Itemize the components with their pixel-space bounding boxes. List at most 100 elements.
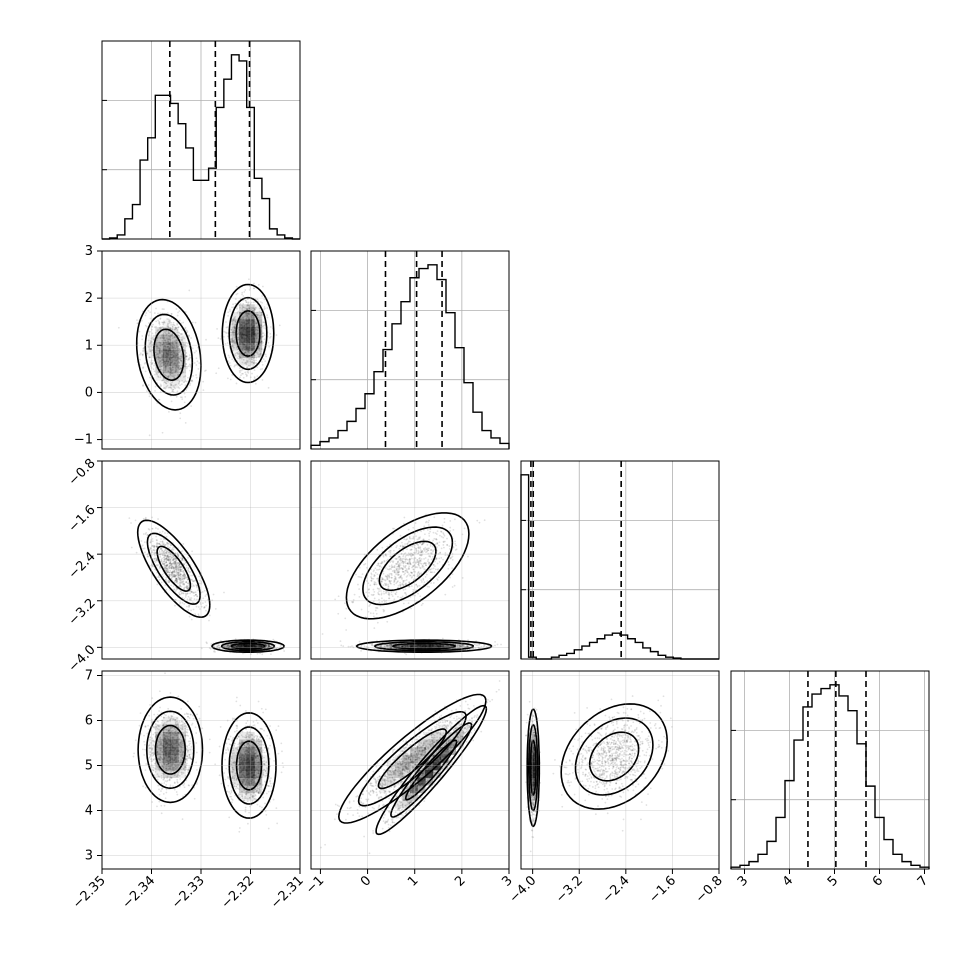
histogram bbox=[310, 264, 510, 449]
sample-point bbox=[180, 566, 182, 568]
sample-point bbox=[376, 577, 378, 580]
sample-point bbox=[397, 572, 400, 574]
sample-point bbox=[400, 553, 403, 555]
sample-point bbox=[155, 320, 158, 323]
sample-point bbox=[231, 339, 234, 342]
sample-point bbox=[185, 355, 188, 358]
sample-point bbox=[149, 541, 152, 544]
sample-point bbox=[410, 571, 413, 574]
sample-point bbox=[181, 596, 184, 599]
sample-point bbox=[177, 386, 180, 389]
sample-point bbox=[181, 329, 183, 331]
sample-point bbox=[196, 584, 198, 587]
sample-point bbox=[188, 363, 191, 366]
sample-point bbox=[411, 572, 413, 574]
sample-point bbox=[245, 375, 248, 378]
sample-point bbox=[409, 595, 412, 598]
sample-point bbox=[405, 554, 407, 557]
sample-point bbox=[173, 575, 176, 578]
sample-point bbox=[181, 559, 184, 561]
sample-point bbox=[437, 576, 440, 579]
sample-point bbox=[179, 577, 182, 580]
sample-point bbox=[177, 365, 180, 367]
sample-point bbox=[179, 384, 181, 387]
sample-point bbox=[419, 542, 422, 545]
sample-point bbox=[402, 588, 405, 591]
sample-point bbox=[165, 566, 167, 569]
sample-point bbox=[166, 323, 169, 326]
sample-point bbox=[149, 317, 152, 320]
sample-point bbox=[185, 355, 187, 358]
sample-point bbox=[269, 335, 272, 338]
sample-point bbox=[167, 386, 170, 389]
sample-point bbox=[155, 372, 158, 375]
sample-point bbox=[377, 562, 380, 565]
sample-point bbox=[233, 339, 236, 342]
sample-point bbox=[444, 593, 447, 596]
sample-point bbox=[188, 335, 190, 337]
sample-point bbox=[399, 557, 402, 560]
sample-point bbox=[169, 552, 172, 555]
sample-point bbox=[196, 595, 199, 598]
sample-point bbox=[167, 370, 170, 373]
sample-point bbox=[244, 351, 247, 354]
sample-point bbox=[417, 561, 420, 564]
sample-point bbox=[183, 603, 186, 605]
sample-point bbox=[165, 382, 168, 385]
sample-point bbox=[159, 318, 162, 320]
sample-point bbox=[163, 558, 166, 561]
sample-point bbox=[429, 545, 432, 547]
sample-point bbox=[245, 344, 247, 347]
sample-point bbox=[420, 530, 423, 533]
sample-point bbox=[376, 607, 379, 610]
sample-point bbox=[182, 371, 185, 374]
sample-point bbox=[259, 652, 262, 655]
sample-point bbox=[384, 553, 387, 556]
sample-point bbox=[180, 570, 182, 573]
sample-point bbox=[259, 325, 262, 327]
sample-point bbox=[149, 350, 152, 353]
sample-point bbox=[161, 361, 164, 364]
sample-point bbox=[259, 301, 262, 303]
sample-point bbox=[161, 431, 164, 434]
sample-point bbox=[177, 573, 179, 576]
sample-point bbox=[163, 562, 166, 565]
sample-point bbox=[224, 645, 227, 648]
sample-point bbox=[142, 353, 144, 356]
sample-point bbox=[185, 363, 187, 365]
sample-point bbox=[398, 559, 401, 561]
density-cell bbox=[162, 327, 171, 336]
sample-point bbox=[244, 289, 247, 291]
sample-point bbox=[404, 543, 406, 545]
sample-point bbox=[183, 401, 186, 404]
sample-point bbox=[159, 342, 162, 345]
sample-point bbox=[368, 588, 370, 590]
sample-point bbox=[235, 346, 238, 349]
sample-point bbox=[401, 578, 403, 580]
sample-point bbox=[181, 341, 183, 344]
sample-point bbox=[261, 653, 264, 656]
sample-point bbox=[148, 528, 151, 531]
sample-point bbox=[236, 351, 238, 354]
sample-point bbox=[246, 370, 249, 373]
sample-point bbox=[170, 566, 172, 569]
sample-point bbox=[166, 570, 169, 573]
sample-point bbox=[186, 598, 189, 601]
sample-point bbox=[397, 565, 400, 568]
sample-point bbox=[162, 543, 165, 546]
sample-point bbox=[196, 586, 198, 589]
sample-point bbox=[388, 579, 391, 582]
sample-point bbox=[156, 542, 159, 545]
sample-point bbox=[158, 550, 161, 552]
sample-point bbox=[182, 577, 185, 580]
sample-point bbox=[172, 366, 174, 369]
sample-point bbox=[171, 554, 173, 557]
sample-point bbox=[168, 567, 171, 570]
sample-point bbox=[161, 540, 164, 543]
sample-point bbox=[394, 557, 397, 560]
sample-point bbox=[237, 646, 240, 648]
sample-point bbox=[175, 577, 178, 580]
sample-point bbox=[162, 333, 165, 336]
sample-point bbox=[170, 544, 172, 547]
sample-point bbox=[170, 573, 173, 576]
